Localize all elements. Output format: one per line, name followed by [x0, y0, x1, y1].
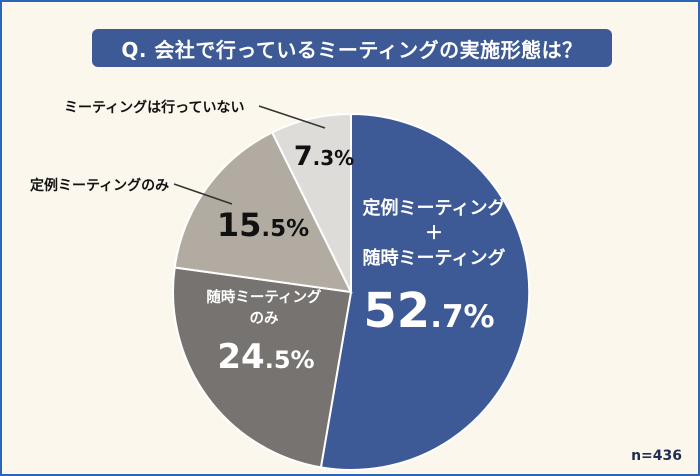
slice-percent-0: 52.7%: [363, 283, 494, 339]
outside-label-no-meeting: ミーティングは行っていない: [64, 100, 245, 116]
pie-slice-3: [270, 112, 352, 293]
pie-slice-2: [173, 131, 353, 294]
slice-percent-1: 24.5%: [217, 337, 314, 377]
pie-slice-1: [172, 266, 353, 469]
slice-name-1: 随時ミーティングのみ: [206, 288, 322, 327]
slice-name-0: 定例ミーティング＋随時ミーティング: [363, 197, 506, 269]
leader-line-no-meeting: [258, 105, 326, 129]
question-title: Q. 会社で行っているミーティングの実施形態は？: [121, 37, 583, 62]
slice-percent-2: 15.5%: [217, 206, 309, 244]
pie-slice-0: [319, 112, 531, 471]
outside-label-regular-only: 定例ミーティングのみ: [30, 178, 170, 194]
question-banner: Q. 会社で行っているミーティングの実施形態は？: [92, 29, 612, 67]
slice-percent-3: 7.3%: [294, 141, 354, 172]
leader-line-regular-only: [173, 183, 233, 205]
sample-size: n=436: [631, 448, 682, 464]
